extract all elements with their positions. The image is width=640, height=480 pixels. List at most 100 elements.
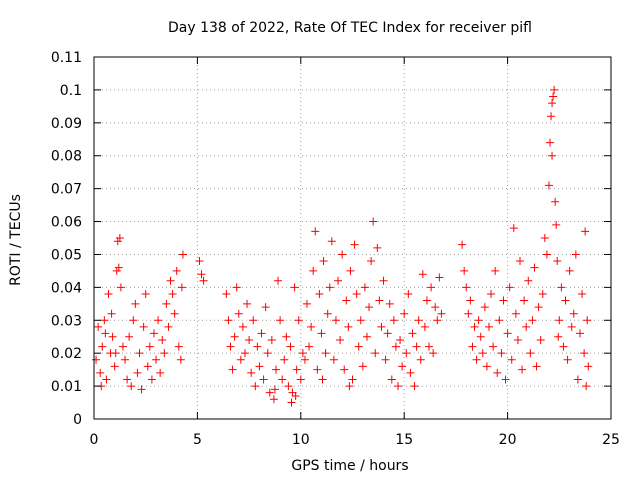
- data-point: [360, 283, 369, 292]
- data-point: [307, 322, 316, 331]
- data-point: [317, 329, 326, 338]
- data-point: [404, 289, 413, 298]
- data-point: [497, 349, 506, 358]
- data-point: [121, 355, 130, 364]
- data-point: [547, 112, 556, 121]
- data-point: [315, 289, 324, 298]
- data-point: [298, 349, 307, 358]
- data-point: [493, 368, 502, 377]
- data-point: [340, 365, 349, 374]
- data-point: [96, 368, 105, 377]
- data-point: [495, 316, 504, 325]
- data-point: [569, 309, 578, 318]
- y-tick-label: 0.05: [51, 247, 82, 263]
- chart-title: Day 138 of 2022, Rate Of TEC Index for r…: [168, 20, 532, 36]
- data-point: [379, 276, 388, 285]
- data-point: [174, 342, 183, 351]
- data-point: [286, 342, 295, 351]
- data-point: [114, 263, 123, 272]
- data-point: [544, 181, 553, 190]
- data-point: [505, 283, 514, 292]
- data-point: [362, 332, 371, 341]
- data-point: [520, 296, 529, 305]
- data-point: [271, 365, 280, 374]
- data-point: [102, 375, 111, 384]
- data-point: [329, 355, 338, 364]
- data-point: [334, 276, 343, 285]
- data-point: [499, 296, 508, 305]
- data-point: [557, 283, 566, 292]
- data-point: [387, 375, 396, 384]
- data-point: [425, 342, 434, 351]
- data-point: [356, 316, 365, 325]
- data-point: [580, 349, 589, 358]
- data-point: [267, 336, 276, 345]
- data-point: [416, 355, 425, 364]
- data-point: [321, 349, 330, 358]
- data-point: [319, 257, 328, 266]
- data-point: [573, 375, 582, 384]
- data-point: [226, 342, 235, 351]
- data-point: [270, 385, 279, 394]
- data-point: [152, 355, 161, 364]
- x-tick-label: 15: [395, 432, 413, 448]
- data-point: [327, 237, 336, 246]
- data-points: [92, 85, 593, 407]
- data-point: [561, 296, 570, 305]
- data-point: [581, 227, 590, 236]
- x-axis-label: GPS time / hours: [291, 458, 408, 474]
- data-point: [391, 342, 400, 351]
- data-point: [522, 322, 531, 331]
- data-point: [234, 309, 243, 318]
- data-point: [420, 322, 429, 331]
- data-point: [402, 349, 411, 358]
- data-point: [110, 362, 119, 371]
- y-tick-label: 0: [73, 412, 82, 428]
- data-point: [249, 316, 258, 325]
- data-point: [468, 342, 477, 351]
- data-point: [311, 227, 320, 236]
- data-point: [276, 316, 285, 325]
- data-point: [287, 398, 296, 407]
- data-point: [118, 342, 127, 351]
- data-point: [554, 332, 563, 341]
- data-point: [532, 362, 541, 371]
- data-point: [284, 382, 293, 391]
- x-tick-label: 20: [499, 432, 517, 448]
- data-point: [236, 355, 245, 364]
- x-tick-labels: 0 5 10 15 20 25: [90, 432, 620, 448]
- data-point: [325, 283, 334, 292]
- data-point: [408, 329, 417, 338]
- data-point: [352, 289, 361, 298]
- data-point: [135, 349, 144, 358]
- data-point: [94, 322, 103, 331]
- x-tick-label: 0: [90, 432, 99, 448]
- data-point: [195, 257, 204, 266]
- data-point: [354, 342, 363, 351]
- data-point: [466, 296, 475, 305]
- y-tick-label: 0.03: [51, 313, 82, 329]
- data-point: [137, 385, 146, 394]
- data-point: [484, 322, 493, 331]
- data-point: [462, 283, 471, 292]
- data-point: [309, 266, 318, 275]
- data-point: [116, 283, 125, 292]
- data-point: [350, 240, 359, 249]
- data-point: [545, 138, 554, 147]
- data-point: [170, 309, 179, 318]
- data-point: [172, 266, 181, 275]
- x-tick-label: 25: [602, 432, 620, 448]
- data-point: [158, 336, 167, 345]
- data-point: [166, 276, 175, 285]
- data-point: [358, 362, 367, 371]
- data-point: [551, 197, 560, 206]
- y-tick-label: 0.11: [51, 50, 82, 66]
- data-point: [108, 332, 117, 341]
- data-point: [389, 316, 398, 325]
- data-point: [400, 309, 409, 318]
- data-point: [342, 296, 351, 305]
- y-axis-label: ROTI / TECUs: [8, 194, 24, 286]
- y-tick-label: 0.02: [51, 346, 82, 362]
- data-point: [503, 329, 512, 338]
- data-point: [381, 355, 390, 364]
